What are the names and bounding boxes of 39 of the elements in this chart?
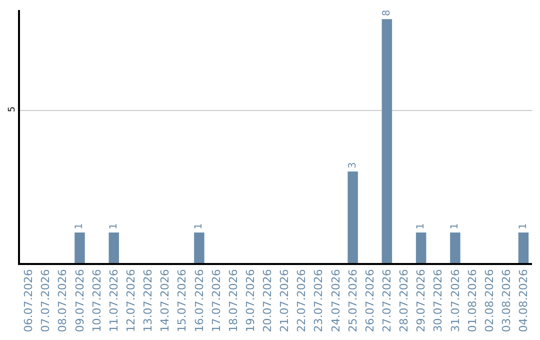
x-tick-label: 27.07.2026 (380, 269, 394, 332)
x-tick-label: 10.07.2026 (90, 269, 104, 332)
x-tick-label: 06.07.2026 (22, 269, 36, 332)
x-tick-label: 22.07.2026 (295, 269, 308, 332)
x-tick-label: 24.07.2026 (329, 269, 342, 332)
x-tick-label: 15.07.2026 (176, 269, 189, 332)
data-label: 1 (108, 223, 120, 230)
x-tick-label: 25.07.2026 (346, 269, 360, 332)
x-tick-label: 29.07.2026 (414, 269, 428, 332)
x-tick-label: 26.07.2026 (363, 269, 376, 332)
data-label: 1 (416, 223, 427, 230)
x-tick-label: 02.08.2026 (482, 269, 496, 332)
x-tick-label: 07.07.2026 (39, 269, 52, 332)
x-tick-label: 17.07.2026 (210, 269, 223, 332)
x-tick-label: 08.07.2026 (56, 269, 70, 332)
data-label: 1 (74, 223, 86, 230)
x-tick-label: 09.07.2026 (73, 269, 86, 332)
x-tick-label: 12.07.2026 (124, 269, 138, 332)
x-tick-label: 20.07.2026 (261, 269, 274, 332)
x-tick-label: 31.07.2026 (448, 269, 462, 332)
y-tick-label: 5 (8, 106, 18, 112)
x-tick-label: 14.07.2026 (158, 269, 172, 332)
x-tick-label: 01.08.2026 (466, 269, 479, 332)
data-label: 8 (381, 10, 392, 16)
data-label: 3 (347, 162, 358, 169)
x-tick-label: 16.07.2026 (192, 269, 206, 332)
x-tick-label: 03.08.2026 (500, 269, 513, 332)
x-tick-label: 04.08.2026 (517, 269, 530, 332)
x-tick-label: 13.07.2026 (142, 269, 155, 332)
data-label: 1 (194, 223, 205, 230)
x-tick-label: 28.07.2026 (398, 269, 411, 332)
x-tick-label: 30.07.2026 (432, 269, 445, 332)
data-label: 1 (518, 223, 529, 230)
x-tick-label: 19.07.2026 (244, 269, 257, 332)
x-tick-label: 18.07.2026 (226, 269, 240, 332)
x-tick-label: 11.07.2026 (107, 269, 120, 332)
x-tick-label: 21.07.2026 (278, 269, 292, 332)
x-tick-label: 23.07.2026 (312, 269, 326, 332)
data-label: 1 (450, 223, 461, 230)
